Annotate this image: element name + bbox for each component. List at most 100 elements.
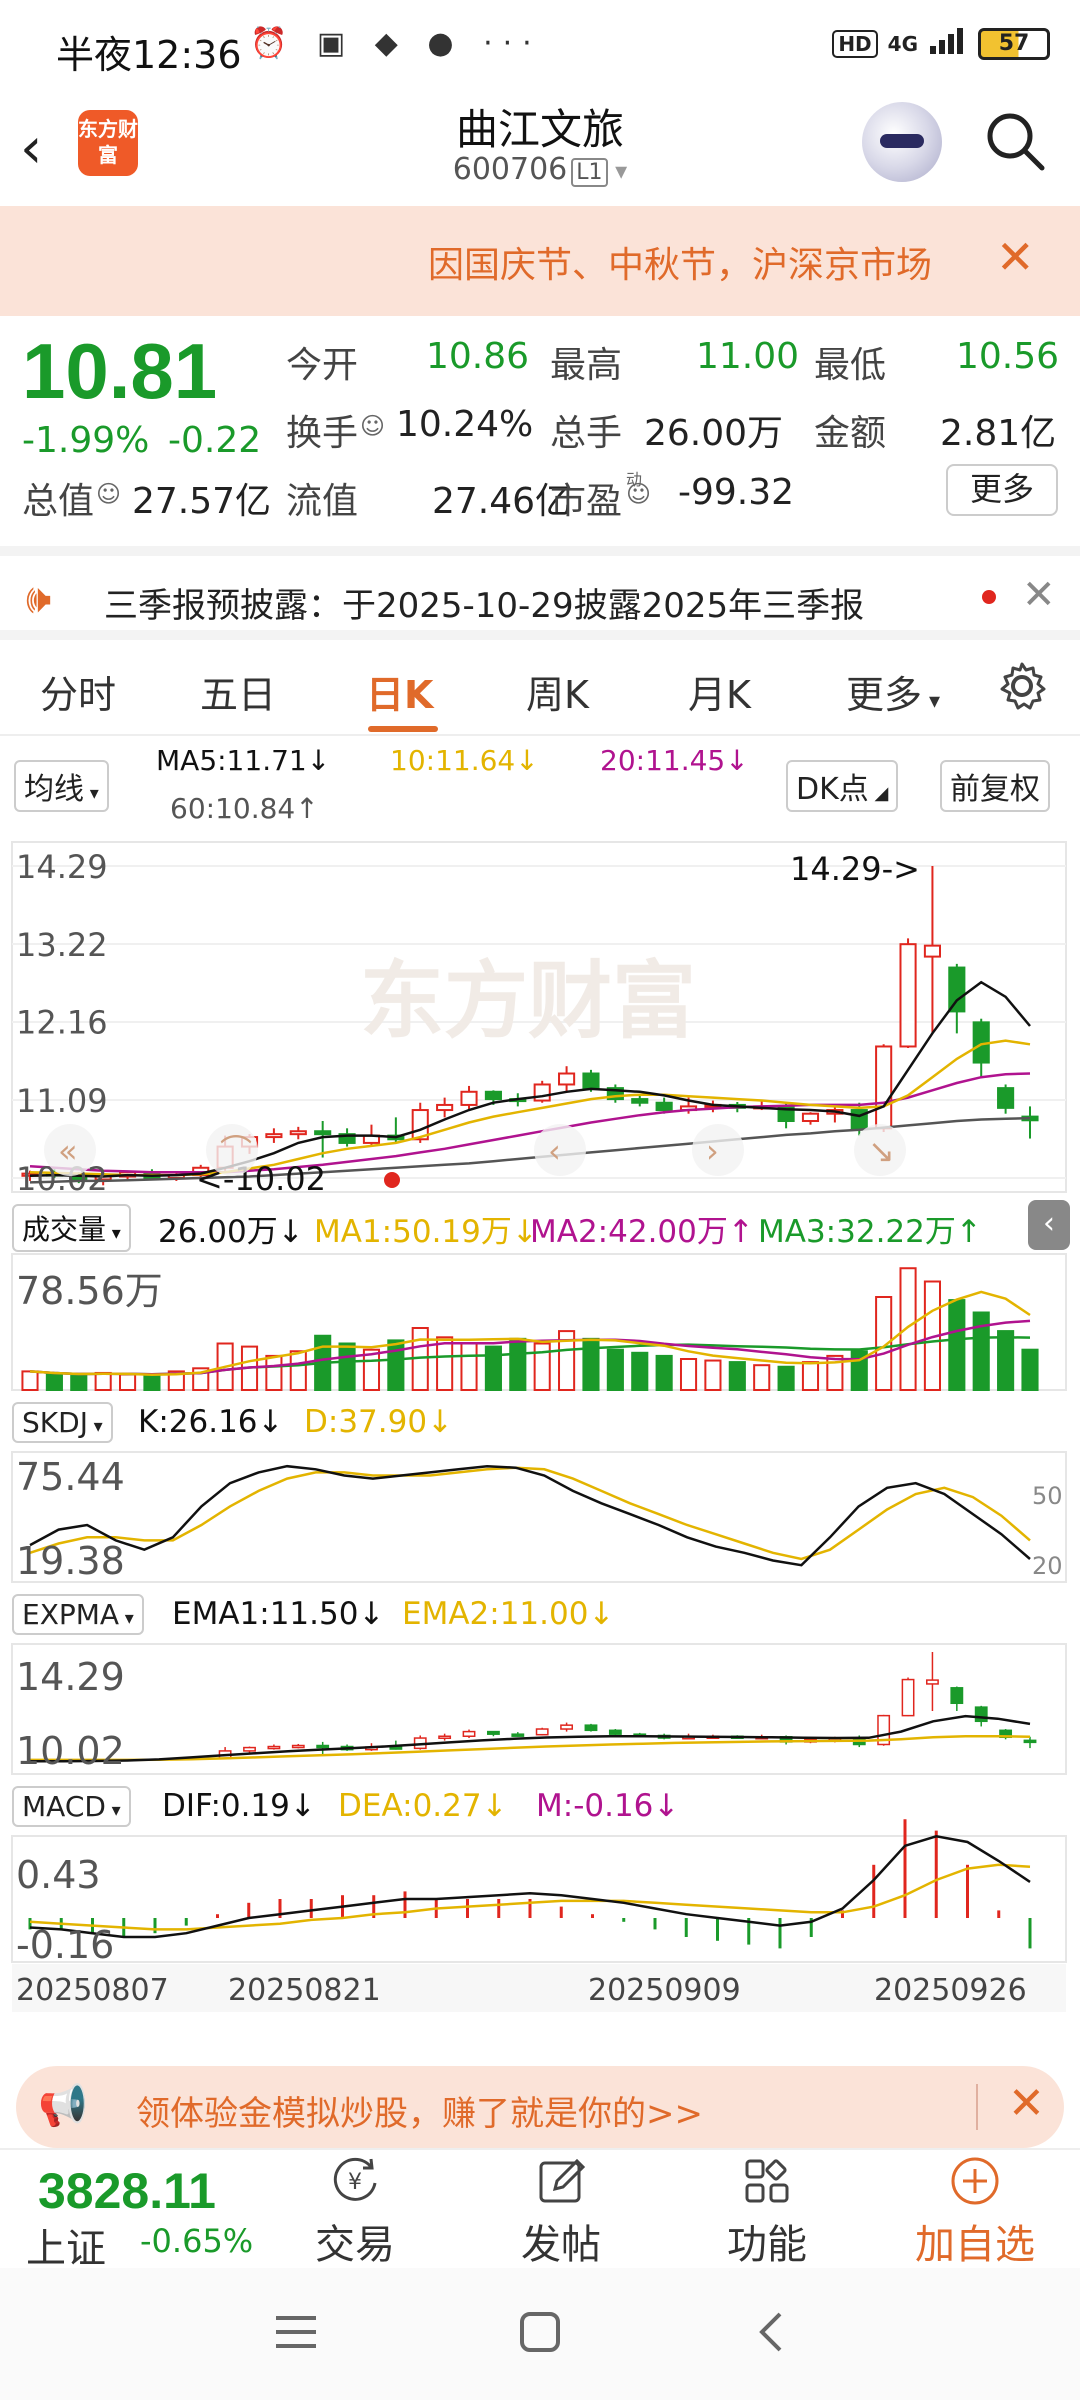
nav-post[interactable]: 发帖: [486, 2150, 636, 2270]
skdj-d-line: [29, 1466, 1031, 1561]
macd-selector-label: MACD: [22, 1790, 106, 1823]
close-icon[interactable]: ✕: [996, 230, 1035, 284]
volume-bar: [753, 1364, 771, 1392]
volume-bar: [655, 1354, 673, 1392]
macd-selector[interactable]: MACD ▾: [12, 1786, 131, 1827]
index-change: -0.65%: [140, 2222, 254, 2260]
title-bar: ‹ 东方财富 曲江文旅 600706 L1 ▾: [0, 96, 1080, 206]
home-icon[interactable]: [518, 2310, 562, 2354]
tab-daily-k[interactable]: 日K: [366, 673, 434, 717]
change-amount: -0.22: [168, 420, 262, 461]
open-label: 今开: [286, 345, 359, 386]
info-icon[interactable]: ☺: [96, 480, 122, 508]
ma60-text: 60:10.84: [170, 792, 296, 825]
macd-m-text: M:-0.16: [536, 1788, 654, 1824]
megaphone-icon: 📢: [38, 2083, 88, 2129]
index-value: 3828.11: [38, 2163, 216, 2219]
candle: [606, 1087, 624, 1101]
volume-selector[interactable]: 成交量 ▾: [12, 1204, 131, 1252]
chevron-down-icon: ▾: [106, 1223, 121, 1244]
nav-add-watchlist[interactable]: 加自选: [900, 2150, 1050, 2270]
macd-dif-text: DIF:0.19: [162, 1788, 290, 1824]
ma20-text: 20:11.45: [600, 744, 726, 777]
open-value: 10.86: [426, 336, 530, 377]
info-icon[interactable]: ☺: [626, 480, 652, 508]
back-icon[interactable]: [756, 2310, 786, 2354]
close-icon[interactable]: ✕: [1022, 572, 1056, 618]
macd-legend-row: MACD ▾ DIF:0.19↓ DEA:0.27↓ M:-0.16↓: [0, 1780, 1080, 1836]
volume-bar: [289, 1350, 307, 1391]
robot-assistant-icon[interactable]: [862, 102, 942, 182]
hd-icon: HD: [832, 30, 878, 58]
edit-icon: [486, 2150, 636, 2212]
report-notice[interactable]: 🕪 三季报预披露：于2025-10-29披露2025年三季报 ✕: [0, 546, 1080, 640]
macd-dea-text: DEA:0.27: [338, 1788, 482, 1824]
expma-selector[interactable]: EXPMA ▾: [12, 1594, 144, 1635]
volume-text: 26.00万: [158, 1214, 278, 1250]
info-icon[interactable]: ☺: [360, 412, 386, 440]
nav-trade[interactable]: ¥ 交易: [280, 2150, 430, 2270]
tab-more[interactable]: 更多 ▾: [846, 664, 940, 719]
ma-selector[interactable]: 均线 ▾: [14, 760, 109, 812]
ma5-value: MA5:11.71↓: [156, 744, 331, 777]
bottom-bar: 3828.11 上证 -0.65% ¥ 交易 发帖 功能 加自选: [0, 2148, 1080, 2272]
vol-ma2-text: MA2:42.00万: [530, 1214, 728, 1250]
tab-intraday[interactable]: 分时: [40, 673, 117, 717]
chart-nav-bubble: [206, 1124, 258, 1176]
volume-bar: [460, 1342, 478, 1391]
gear-icon[interactable]: [996, 660, 1048, 712]
tab-monthly-k[interactable]: 月K: [688, 673, 751, 717]
ma10-text: 10:11.64: [390, 744, 516, 777]
stock-chart[interactable]: 东方财富14.2913.2212.1611.0910.0214.29-><-10…: [0, 830, 1080, 2066]
expma-selector-label: EXPMA: [22, 1598, 120, 1631]
adjust-selector[interactable]: 前复权: [940, 760, 1050, 812]
notice-text: 因国庆节、中秋节，沪深京市场: [428, 245, 933, 286]
volume-y-label: 78.56万: [16, 1269, 163, 1313]
macd-dif-line: [29, 1835, 1031, 1939]
ema2-text: EMA2:11.00: [402, 1596, 589, 1632]
tab-weekly-k[interactable]: 周K: [526, 673, 589, 717]
stock-code-row[interactable]: 600706 L1 ▾: [0, 152, 1080, 187]
chevron-down-icon: ◢: [868, 783, 889, 804]
menu-icon[interactable]: [274, 2312, 318, 2352]
ma60-value: 60:10.84↑: [170, 792, 319, 825]
ma20-value: 20:11.45↓: [600, 744, 749, 777]
expma-y-high: 14.29: [16, 1655, 125, 1699]
holiday-notice-banner[interactable]: 因国庆节、中秋节，沪深京市场 ✕: [0, 206, 1080, 316]
expma-candle: [584, 1724, 598, 1732]
float-value: 27.46亿: [432, 481, 572, 522]
volume-bar: [679, 1358, 698, 1391]
mktcap-value: 27.57亿: [132, 481, 272, 522]
expma-candle: [316, 1744, 330, 1749]
turnover-label: 换手: [286, 413, 359, 454]
ema1-text: EMA1:11.50: [172, 1596, 359, 1632]
nav-functions[interactable]: 功能: [692, 2150, 842, 2270]
chart-nav-arrow-icon: ›: [706, 1132, 719, 1170]
mktcap-label: 总值: [22, 481, 95, 522]
nav-post-label: 发帖: [521, 2222, 601, 2268]
tab-five-day[interactable]: 五日: [200, 673, 277, 717]
collapse-arrow-icon[interactable]: ‹: [1028, 1200, 1070, 1250]
search-icon[interactable]: [984, 110, 1046, 172]
skdj-selector[interactable]: SKDJ ▾: [12, 1402, 113, 1443]
chart-nav-bubble: [534, 1124, 586, 1176]
candle: [558, 1072, 576, 1086]
volume-label: 总手: [550, 413, 623, 454]
dk-point-selector[interactable]: DK点 ◢: [786, 760, 899, 812]
skdj-k: K:26.16↓: [138, 1404, 284, 1440]
pe-superscript: 动: [626, 470, 643, 489]
volume-bar: [21, 1370, 39, 1392]
level-badge: L1: [571, 158, 608, 187]
volume-selector-label: 成交量: [22, 1213, 107, 1246]
skdj-d-text: D:37.90: [304, 1404, 428, 1440]
index-ticker[interactable]: 3828.11 上证 -0.65%: [0, 2150, 270, 2272]
candle: [948, 966, 966, 1013]
promo-banner[interactable]: 📢 领体验金模拟炒股，赚了就是你的>> ✕: [16, 2066, 1064, 2148]
more-button[interactable]: 更多: [946, 464, 1058, 516]
chevron-down-icon: ▾: [607, 157, 628, 185]
ma60-line: [29, 1116, 1031, 1184]
close-icon[interactable]: ✕: [1008, 2078, 1045, 2129]
last-price: 10.81: [22, 327, 218, 415]
back-arrow-icon[interactable]: ‹: [20, 116, 43, 181]
expma-candle: [560, 1724, 574, 1730]
